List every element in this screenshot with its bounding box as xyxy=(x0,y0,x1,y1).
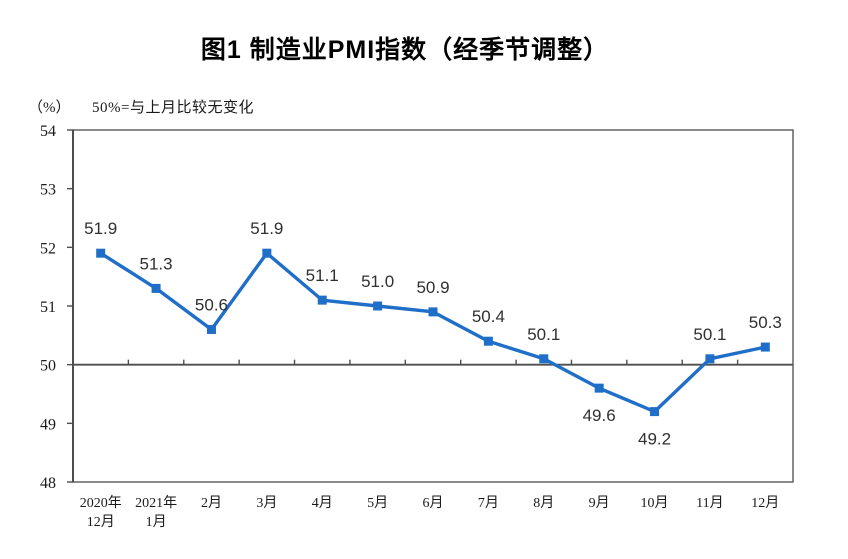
data-point-marker xyxy=(96,248,106,258)
data-point-marker xyxy=(373,301,383,311)
data-point-marker xyxy=(760,342,770,352)
data-point-marker xyxy=(650,407,660,417)
x-axis-label: 4月 xyxy=(312,495,333,511)
x-axis-label: 8月 xyxy=(533,495,554,511)
x-axis-label: 9月 xyxy=(589,495,610,511)
data-point-label: 50.9 xyxy=(416,278,449,297)
data-point-label: 51.9 xyxy=(84,219,117,238)
data-point-label: 50.3 xyxy=(749,313,782,332)
x-axis-label: 10月 xyxy=(641,495,669,511)
y-axis-tick-label: 51 xyxy=(40,299,56,316)
x-axis-label: 6月 xyxy=(423,495,444,511)
data-point-label: 50.4 xyxy=(472,307,505,326)
data-point-marker xyxy=(262,248,272,258)
x-axis-label: 2021年 xyxy=(135,495,177,511)
data-point-marker xyxy=(151,283,161,293)
reference-line-note: 50%=与上月比较无变化 xyxy=(92,100,254,116)
y-axis-tick-label: 48 xyxy=(40,475,56,492)
data-point-label: 49.6 xyxy=(583,406,616,425)
data-point-marker xyxy=(594,383,604,393)
data-point-marker xyxy=(483,336,493,346)
x-axis-label: 1月 xyxy=(146,514,167,530)
data-point-label: 51.0 xyxy=(361,272,394,291)
data-point-label: 50.6 xyxy=(195,295,228,314)
y-axis-tick-label: 54 xyxy=(40,123,56,140)
x-axis-label: 12月 xyxy=(751,495,779,511)
data-point-label: 51.3 xyxy=(140,254,173,273)
x-axis-label: 7月 xyxy=(478,495,499,511)
x-axis-label: 3月 xyxy=(256,495,277,511)
y-axis-tick-label: 52 xyxy=(40,240,56,257)
x-axis-label: 12月 xyxy=(87,514,115,530)
chart-title: 图1 制造业PMI指数（经季节调整） xyxy=(200,36,610,64)
y-axis-tick-label: 49 xyxy=(40,416,56,433)
data-point-label: 51.9 xyxy=(250,219,283,238)
y-axis-tick-label: 53 xyxy=(40,182,56,199)
data-point-label: 50.1 xyxy=(527,325,560,344)
data-point-marker xyxy=(428,307,438,317)
x-axis-label: 11月 xyxy=(696,495,723,511)
x-axis-label: 2020年 xyxy=(80,495,122,511)
y-axis-unit-label: （%） xyxy=(28,100,71,116)
data-point-marker xyxy=(317,295,327,305)
data-point-marker xyxy=(206,324,216,334)
data-point-label: 51.1 xyxy=(306,266,339,285)
x-axis-label: 2月 xyxy=(201,495,222,511)
data-point-label: 50.1 xyxy=(693,325,726,344)
data-point-label: 49.2 xyxy=(638,430,671,449)
data-point-marker xyxy=(539,354,549,364)
y-axis-tick-label: 50 xyxy=(40,358,56,375)
data-point-marker xyxy=(705,354,715,364)
x-axis-label: 5月 xyxy=(367,495,388,511)
